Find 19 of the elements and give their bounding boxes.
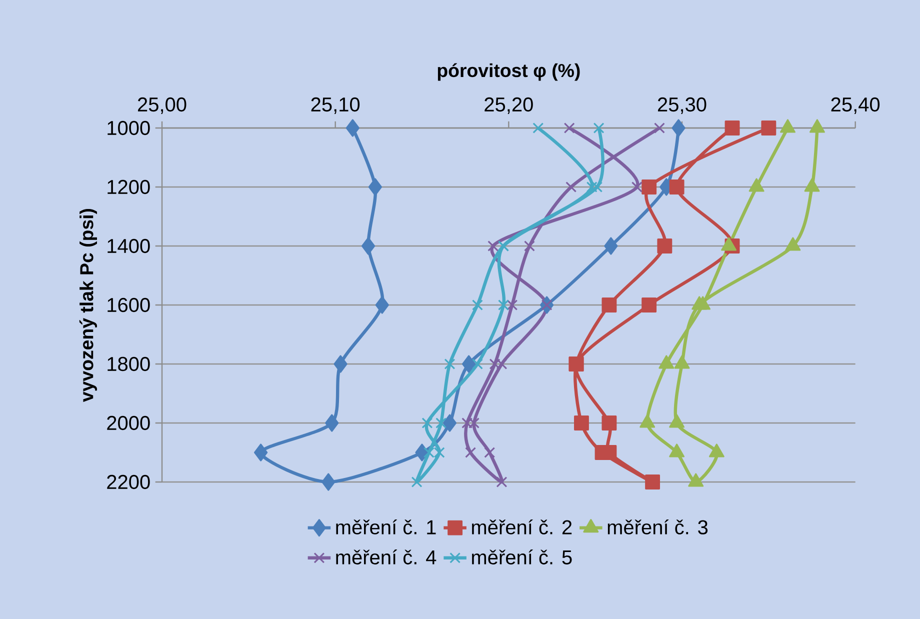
legend-label: měření č. 3 [608, 519, 708, 534]
legend-label: měření č. 5 [472, 550, 572, 564]
y-tick-label: 1000 [108, 120, 150, 136]
legend-label: měření č. 4 [336, 550, 436, 564]
x-tick-label: 25,30 [658, 97, 706, 114]
x-tick-label: 25,00 [138, 97, 186, 114]
legend-label: měření č. 1 [336, 519, 436, 534]
y-tick-label: 1200 [108, 180, 150, 194]
x-axis-title: pórovitost φ (%) [438, 63, 580, 81]
legend-label: měření č. 2 [472, 519, 572, 534]
x-tick-label: 25,20 [484, 97, 533, 114]
y-tick-label: 1400 [108, 238, 150, 254]
y-tick-label: 1600 [108, 298, 150, 312]
y-axis-title: vyvozený tlak Pc (psi) [79, 208, 97, 402]
y-tick-label: 1800 [108, 356, 150, 372]
x-tick-label: 25,10 [311, 97, 360, 114]
x-tick-label: 25,40 [831, 97, 880, 114]
y-tick-label: 2200 [107, 474, 150, 490]
y-tick-label: 2000 [107, 416, 150, 430]
